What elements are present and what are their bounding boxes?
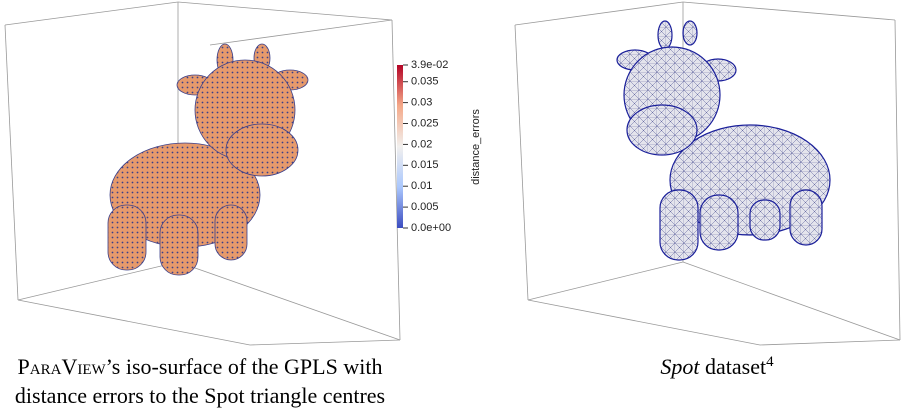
tick-label: 0.03 (411, 97, 432, 109)
left-cow (108, 44, 308, 275)
tick-label: 0.035 (411, 76, 439, 88)
tick-label: 0.015 (411, 159, 439, 171)
tick-label: 0.0e+00 (411, 222, 451, 234)
footnote-mark: 4 (766, 354, 774, 370)
figure: 3.9e-02 0.035 0.03 0.025 0.02 0.015 0.01 0.005 0… (0, 0, 903, 417)
tick-label: 0.02 (411, 138, 432, 150)
caption-name: ParaView (18, 354, 107, 379)
caption-text: dataset (700, 354, 767, 379)
tick-label: 0.005 (411, 201, 439, 213)
colorbar (397, 65, 403, 228)
caption-text: ’s iso-surface of the GPLS with (106, 354, 383, 379)
caption-name: Spot (660, 354, 700, 379)
colorbar-title: distance_errors (470, 109, 482, 185)
tick-label: 0.025 (411, 117, 439, 129)
tick-label: 0.01 (411, 180, 432, 192)
caption: Spot dataset4 (660, 354, 774, 379)
right-cow (617, 21, 830, 260)
tick-label: 3.9e-02 (411, 59, 448, 71)
caption: distance errors to the Spot triangle cen… (15, 383, 385, 408)
caption: ParaView’s iso-surface of the GPLS with (18, 354, 383, 379)
